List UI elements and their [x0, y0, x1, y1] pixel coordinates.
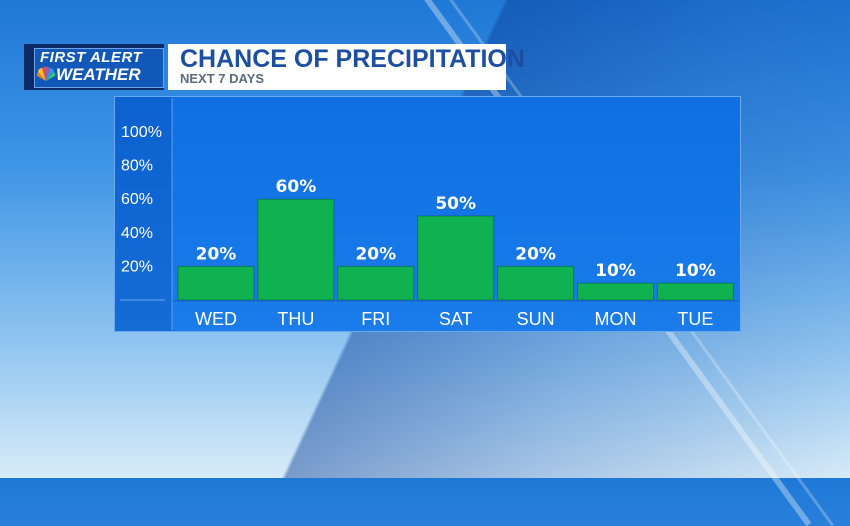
- bar-wed: [177, 265, 255, 301]
- precipitation-bar-chart: 20% 40% 60% 80% 100% 20% WED 60% THU 20% FRI 50% SAT…: [120, 98, 740, 330]
- x-tick-label: SUN: [517, 309, 555, 329]
- y-axis-strip: [115, 97, 172, 331]
- first-alert-weather-logo: FIRST ALERT WEATHER: [24, 44, 164, 90]
- logo-line-weather: WEATHER: [56, 65, 141, 84]
- data-label: 10%: [675, 261, 716, 281]
- bar-sun: [497, 265, 575, 301]
- logo-line-first-alert: FIRST ALERT: [40, 49, 143, 66]
- bar-fri: [337, 265, 415, 301]
- y-tick-label: 100%: [121, 124, 162, 141]
- y-tick-label: 60%: [121, 191, 153, 208]
- x-tick-label: WED: [195, 309, 237, 329]
- x-tick-label: SAT: [439, 309, 473, 329]
- x-tick-label: MON: [595, 309, 637, 329]
- data-label: 60%: [276, 177, 317, 197]
- y-tick-label: 80%: [121, 158, 153, 175]
- x-tick-label: FRI: [361, 309, 390, 329]
- data-label: 20%: [515, 244, 556, 264]
- bar-sat: [417, 215, 495, 301]
- page-subtitle: NEXT 7 DAYS: [180, 71, 265, 86]
- data-label: 10%: [595, 261, 636, 281]
- page-title: CHANCE OF PRECIPITATION: [180, 45, 525, 73]
- y-tick-label: 40%: [121, 225, 153, 242]
- bar-mon: [577, 282, 654, 301]
- logo-badge: [34, 48, 164, 88]
- title-box: CHANCE OF PRECIPITATION NEXT 7 DAYS: [168, 44, 525, 90]
- peacock-icon: [36, 66, 56, 81]
- bar-thu: [257, 198, 335, 301]
- y-tick-label: 20%: [121, 258, 153, 275]
- data-label: 50%: [435, 194, 476, 214]
- data-label: 20%: [355, 244, 396, 264]
- x-tick-label: THU: [277, 309, 314, 329]
- bar-tue: [656, 282, 734, 301]
- x-tick-label: TUE: [677, 309, 713, 329]
- data-label: 20%: [196, 244, 237, 264]
